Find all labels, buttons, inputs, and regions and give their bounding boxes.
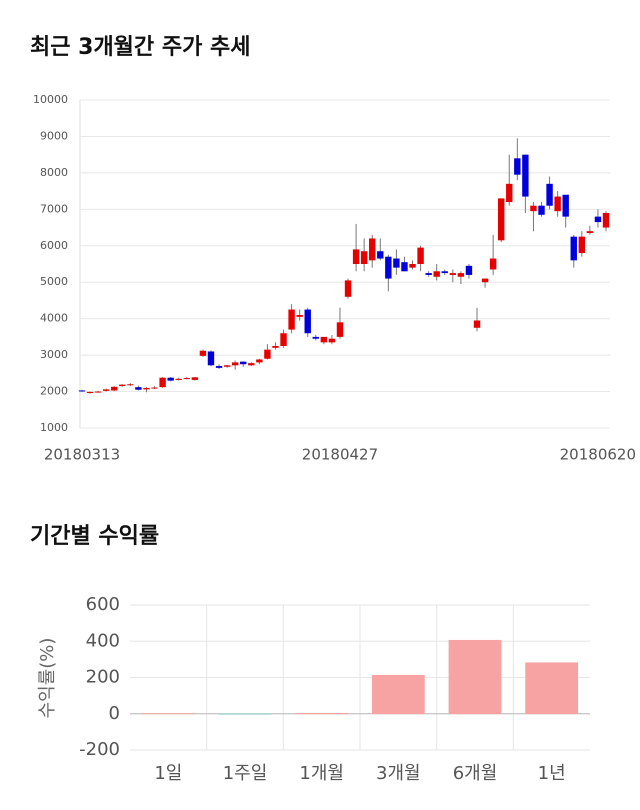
candle-body	[143, 387, 150, 390]
candle-body	[498, 198, 505, 241]
candle-body	[119, 384, 126, 387]
bar	[218, 713, 272, 715]
candle-body	[594, 216, 602, 223]
candle-body	[481, 278, 489, 283]
y-tick-label: 2000	[40, 385, 68, 398]
candle-body	[183, 378, 190, 380]
y-tick-label: 6000	[40, 239, 68, 252]
y-tick-label: 9000	[40, 129, 68, 142]
x-tick-label: 1주일	[223, 763, 268, 784]
candle-body	[280, 333, 287, 346]
x-tick-label: 3개월	[376, 763, 421, 784]
x-tick-label: 1개월	[299, 763, 344, 784]
candle-body	[248, 363, 255, 366]
candle-body	[207, 351, 215, 366]
candle-body	[94, 391, 102, 393]
x-tick-label: 1년	[538, 763, 566, 784]
candle-body	[578, 236, 586, 254]
candle-body	[312, 336, 319, 339]
x-tick-label: 1일	[154, 763, 182, 784]
y-tick-label: 4000	[40, 312, 68, 325]
candle-body	[377, 251, 384, 259]
candle-body	[78, 390, 86, 392]
candle-body	[159, 377, 166, 388]
candle-body	[191, 377, 199, 380]
candle-body	[102, 389, 110, 391]
candle-body	[425, 273, 432, 275]
candle-body	[344, 280, 352, 297]
candle-body	[546, 183, 553, 206]
candle-body	[296, 315, 303, 317]
candle-body	[336, 322, 344, 337]
candle-body	[570, 236, 577, 261]
chart-title: 기간별 수익률	[30, 524, 159, 549]
x-tick-label: 6개월	[453, 763, 498, 784]
candle-body	[465, 265, 473, 275]
candle-body	[385, 256, 392, 279]
candle-body	[328, 338, 336, 343]
y-tick-label: 600	[86, 594, 120, 615]
candle-body	[167, 377, 174, 381]
y-tick-label: -200	[79, 739, 120, 760]
candle-body	[514, 158, 521, 175]
y-tick-label: 0	[109, 703, 120, 724]
y-tick-label: 7000	[40, 202, 68, 215]
candle-body	[554, 196, 561, 212]
y-tick-label: 5000	[40, 275, 68, 288]
bar	[525, 662, 579, 715]
candle-body	[231, 362, 239, 366]
candle-body	[473, 320, 481, 328]
candle-body	[530, 205, 537, 212]
candle-body	[304, 309, 311, 334]
candle-body	[352, 249, 360, 264]
y-tick-label: 3000	[40, 348, 68, 361]
candle-body	[393, 258, 400, 268]
candle-body	[369, 238, 376, 261]
bar	[448, 639, 502, 715]
candle-body	[417, 247, 424, 264]
candle-body	[264, 349, 271, 359]
candle-body	[401, 262, 408, 272]
candle-body	[111, 386, 118, 391]
candle-body	[457, 273, 465, 277]
bar	[371, 674, 425, 715]
chart-title: 최근 3개월간 주가 추세	[30, 35, 250, 60]
candle-body	[272, 346, 279, 348]
y-tick-label: 200	[86, 667, 120, 688]
x-tick-label: 20180620	[560, 446, 636, 464]
candle-body	[86, 391, 94, 394]
candle-body	[199, 350, 207, 356]
candle-body	[151, 387, 158, 389]
candle-body	[449, 273, 457, 275]
y-tick-label: 400	[86, 630, 120, 651]
candle-body	[135, 387, 142, 390]
candle-body	[223, 365, 231, 367]
x-tick-label: 20180427	[302, 446, 378, 464]
candle-body	[538, 205, 545, 215]
candle-body	[409, 264, 416, 268]
x-tick-label: 20180313	[44, 446, 120, 464]
candle-body	[240, 361, 247, 365]
candle-body	[602, 212, 610, 228]
candle-body	[175, 378, 182, 380]
y-tick-label: 10000	[33, 93, 68, 106]
y-tick-label: 8000	[40, 166, 68, 179]
candle-body	[215, 366, 223, 368]
candle-body	[586, 231, 594, 234]
y-axis-label: 수익률(%)	[37, 638, 58, 719]
y-tick-label: 1000	[40, 421, 68, 434]
candle-body	[433, 271, 440, 277]
candle-body	[522, 154, 529, 197]
candle-body	[360, 251, 368, 264]
candle-body	[127, 384, 134, 386]
candle-body	[506, 183, 513, 203]
candle-body	[441, 271, 448, 274]
candle-body	[320, 336, 328, 343]
candle-body	[489, 258, 497, 270]
candle-body	[288, 309, 295, 330]
candle-body	[562, 194, 569, 217]
candle-body	[256, 359, 263, 363]
